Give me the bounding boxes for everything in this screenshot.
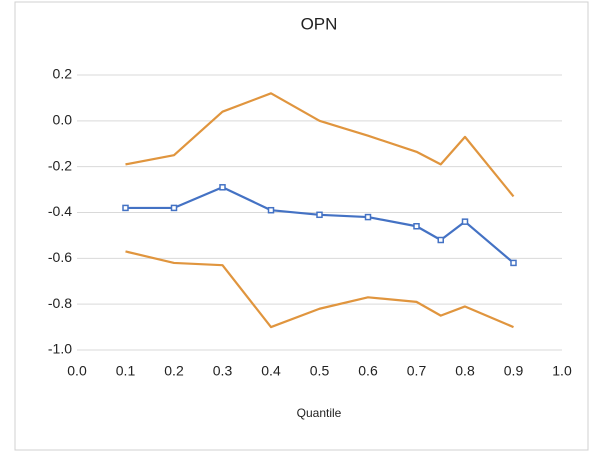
series-marker xyxy=(122,204,129,212)
y-tick-label: -0.4 xyxy=(48,203,72,219)
chart-title: OPN xyxy=(301,14,338,33)
x-tick-label: 0.6 xyxy=(358,363,378,379)
series-marker xyxy=(364,213,372,221)
series-marker xyxy=(170,204,178,212)
x-axis-title: Quantile xyxy=(297,406,342,420)
y-tick-label: -0.8 xyxy=(48,295,72,311)
series-line xyxy=(125,92,515,198)
series-marker xyxy=(461,218,469,225)
y-tick-label: -0.6 xyxy=(48,249,72,265)
series-marker xyxy=(316,211,323,219)
series-marker xyxy=(437,236,444,244)
x-tick-label: 0.4 xyxy=(261,363,281,379)
series-line xyxy=(125,250,514,329)
series-line xyxy=(125,186,515,264)
x-tick-label: 0.8 xyxy=(455,363,475,379)
series-marker xyxy=(510,259,517,267)
x-tick-label: 0.5 xyxy=(310,363,330,379)
y-tick-label: 0.0 xyxy=(53,112,73,128)
series-marker xyxy=(267,206,275,214)
chart-frame xyxy=(14,1,589,451)
y-tick-label: -0.2 xyxy=(48,157,72,173)
series-marker xyxy=(413,223,420,230)
x-tick-label: 0.1 xyxy=(116,363,136,379)
x-tick-label: 0.0 xyxy=(67,363,87,379)
y-tick-label: 0.2 xyxy=(53,66,73,82)
x-tick-label: 0.9 xyxy=(504,363,524,379)
x-tick-label: 1.0 xyxy=(552,363,572,379)
x-tick-label: 0.7 xyxy=(407,363,427,379)
x-tick-label: 0.2 xyxy=(164,363,184,379)
y-tick-label: -1.0 xyxy=(48,341,72,357)
series-marker xyxy=(219,184,226,191)
x-tick-label: 0.3 xyxy=(213,363,233,379)
